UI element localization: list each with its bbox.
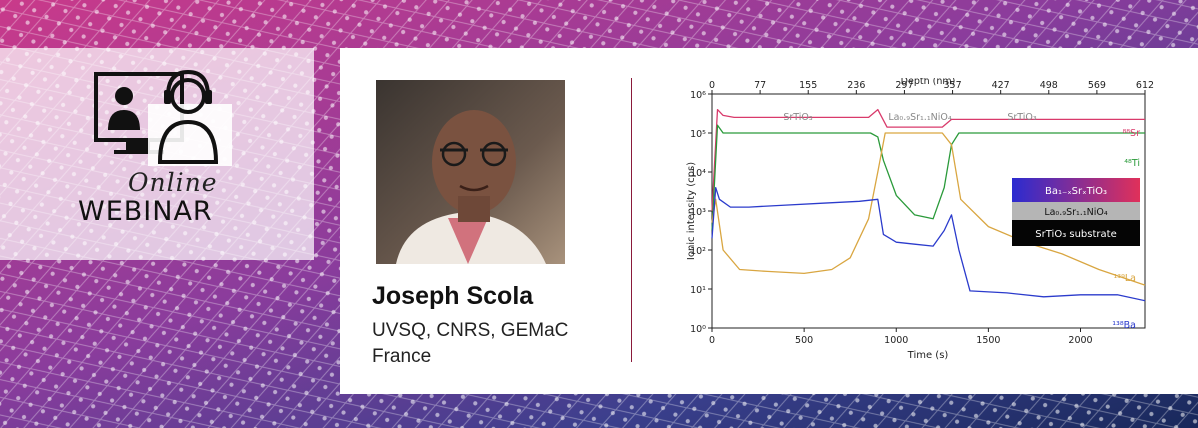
y-tick-label-5: 10⁵ — [690, 129, 706, 140]
region-label-3: SrTiO₃ — [1007, 112, 1037, 123]
x-tick-label-1: 500 — [795, 335, 813, 346]
x-tick-label-0: 0 — [709, 335, 715, 346]
top-tick-label-9: 612 — [1136, 80, 1154, 91]
y-tick-label-4: 10⁴ — [690, 168, 706, 179]
top-tick-label-7: 498 — [1040, 80, 1058, 91]
top-tick-label-3: 236 — [847, 80, 865, 91]
y-tick-label-2: 10² — [690, 246, 706, 257]
x-tick-label-3: 1500 — [976, 335, 1000, 346]
top-tick-label-0: 0 — [709, 80, 715, 91]
top-tick-label-8: 569 — [1088, 80, 1106, 91]
y-axis-label: Ionic intensity (cps) — [686, 162, 697, 260]
top-tick-label-2: 155 — [799, 80, 817, 91]
speaker-affiliation-block: UVSQ, CNRS, GEMaC France — [372, 318, 568, 370]
y-tick-label-1: 10¹ — [690, 285, 706, 296]
legend-item-sto: SrTiO₃ substrate — [1035, 229, 1116, 240]
x-axis-label: Time (s) — [907, 350, 949, 361]
top-axis-label: Depth (nm) — [901, 78, 956, 87]
x-tick-label-4: 2000 — [1068, 335, 1092, 346]
chart-legend: Ba₁₋ₓSrₓTiO₃ La₀.₉Sr₁.₁NiO₄ SrTiO₃ subst… — [1012, 178, 1140, 246]
y-tick-label-0: 10⁰ — [690, 324, 706, 335]
legend-swatch-lsno — [1012, 202, 1140, 220]
video-conference-headset-icon — [94, 69, 232, 166]
series-label-ba: ¹³⁸Ba — [1112, 320, 1136, 331]
top-tick-label-6: 427 — [992, 80, 1010, 91]
y-tick-label-6: 10⁶ — [690, 90, 706, 101]
speaker-affiliation: UVSQ, CNRS, GEMaC — [372, 320, 569, 341]
series-line-0 — [711, 108, 1145, 212]
webinar-label: WEBINAR — [78, 196, 213, 227]
legend-item-lsno: La₀.₉Sr₁.₁NiO₄ — [1044, 207, 1108, 218]
online-label: Online — [128, 168, 218, 197]
depth-profile-chart: 0 500 1000 1500 2000 0 77 155 236 297 357 427 498 569… — [686, 78, 1154, 361]
region-label-1: SrTiO₃ — [783, 112, 813, 123]
y-tick-label-3: 10³ — [690, 207, 706, 218]
region-label-2: La₀.₉Sr₁.₁NiO₄ — [888, 112, 952, 123]
legend-item-bst: Ba₁₋ₓSrₓTiO₃ — [1045, 186, 1107, 197]
divider-line — [631, 78, 632, 362]
series-label-sr: ⁸⁸Sr — [1122, 128, 1140, 139]
top-tick-label-1: 77 — [754, 80, 766, 91]
legend-swatch-sto — [1012, 220, 1140, 246]
series-line-3 — [711, 186, 1146, 302]
top-tick-label-5: 357 — [943, 80, 961, 91]
series-label-ti: ⁴⁸Ti — [1124, 158, 1140, 169]
speaker-country: France — [372, 346, 432, 367]
series-line-1 — [711, 124, 1145, 231]
speaker-name: Joseph Scola — [372, 282, 534, 310]
legend-swatch-bst — [1012, 178, 1140, 202]
x-tick-label-2: 1000 — [884, 335, 908, 346]
top-tick-label-4: 297 — [895, 80, 913, 91]
speaker-photo — [376, 80, 565, 264]
series-label-la: ¹³⁹La — [1113, 273, 1136, 284]
